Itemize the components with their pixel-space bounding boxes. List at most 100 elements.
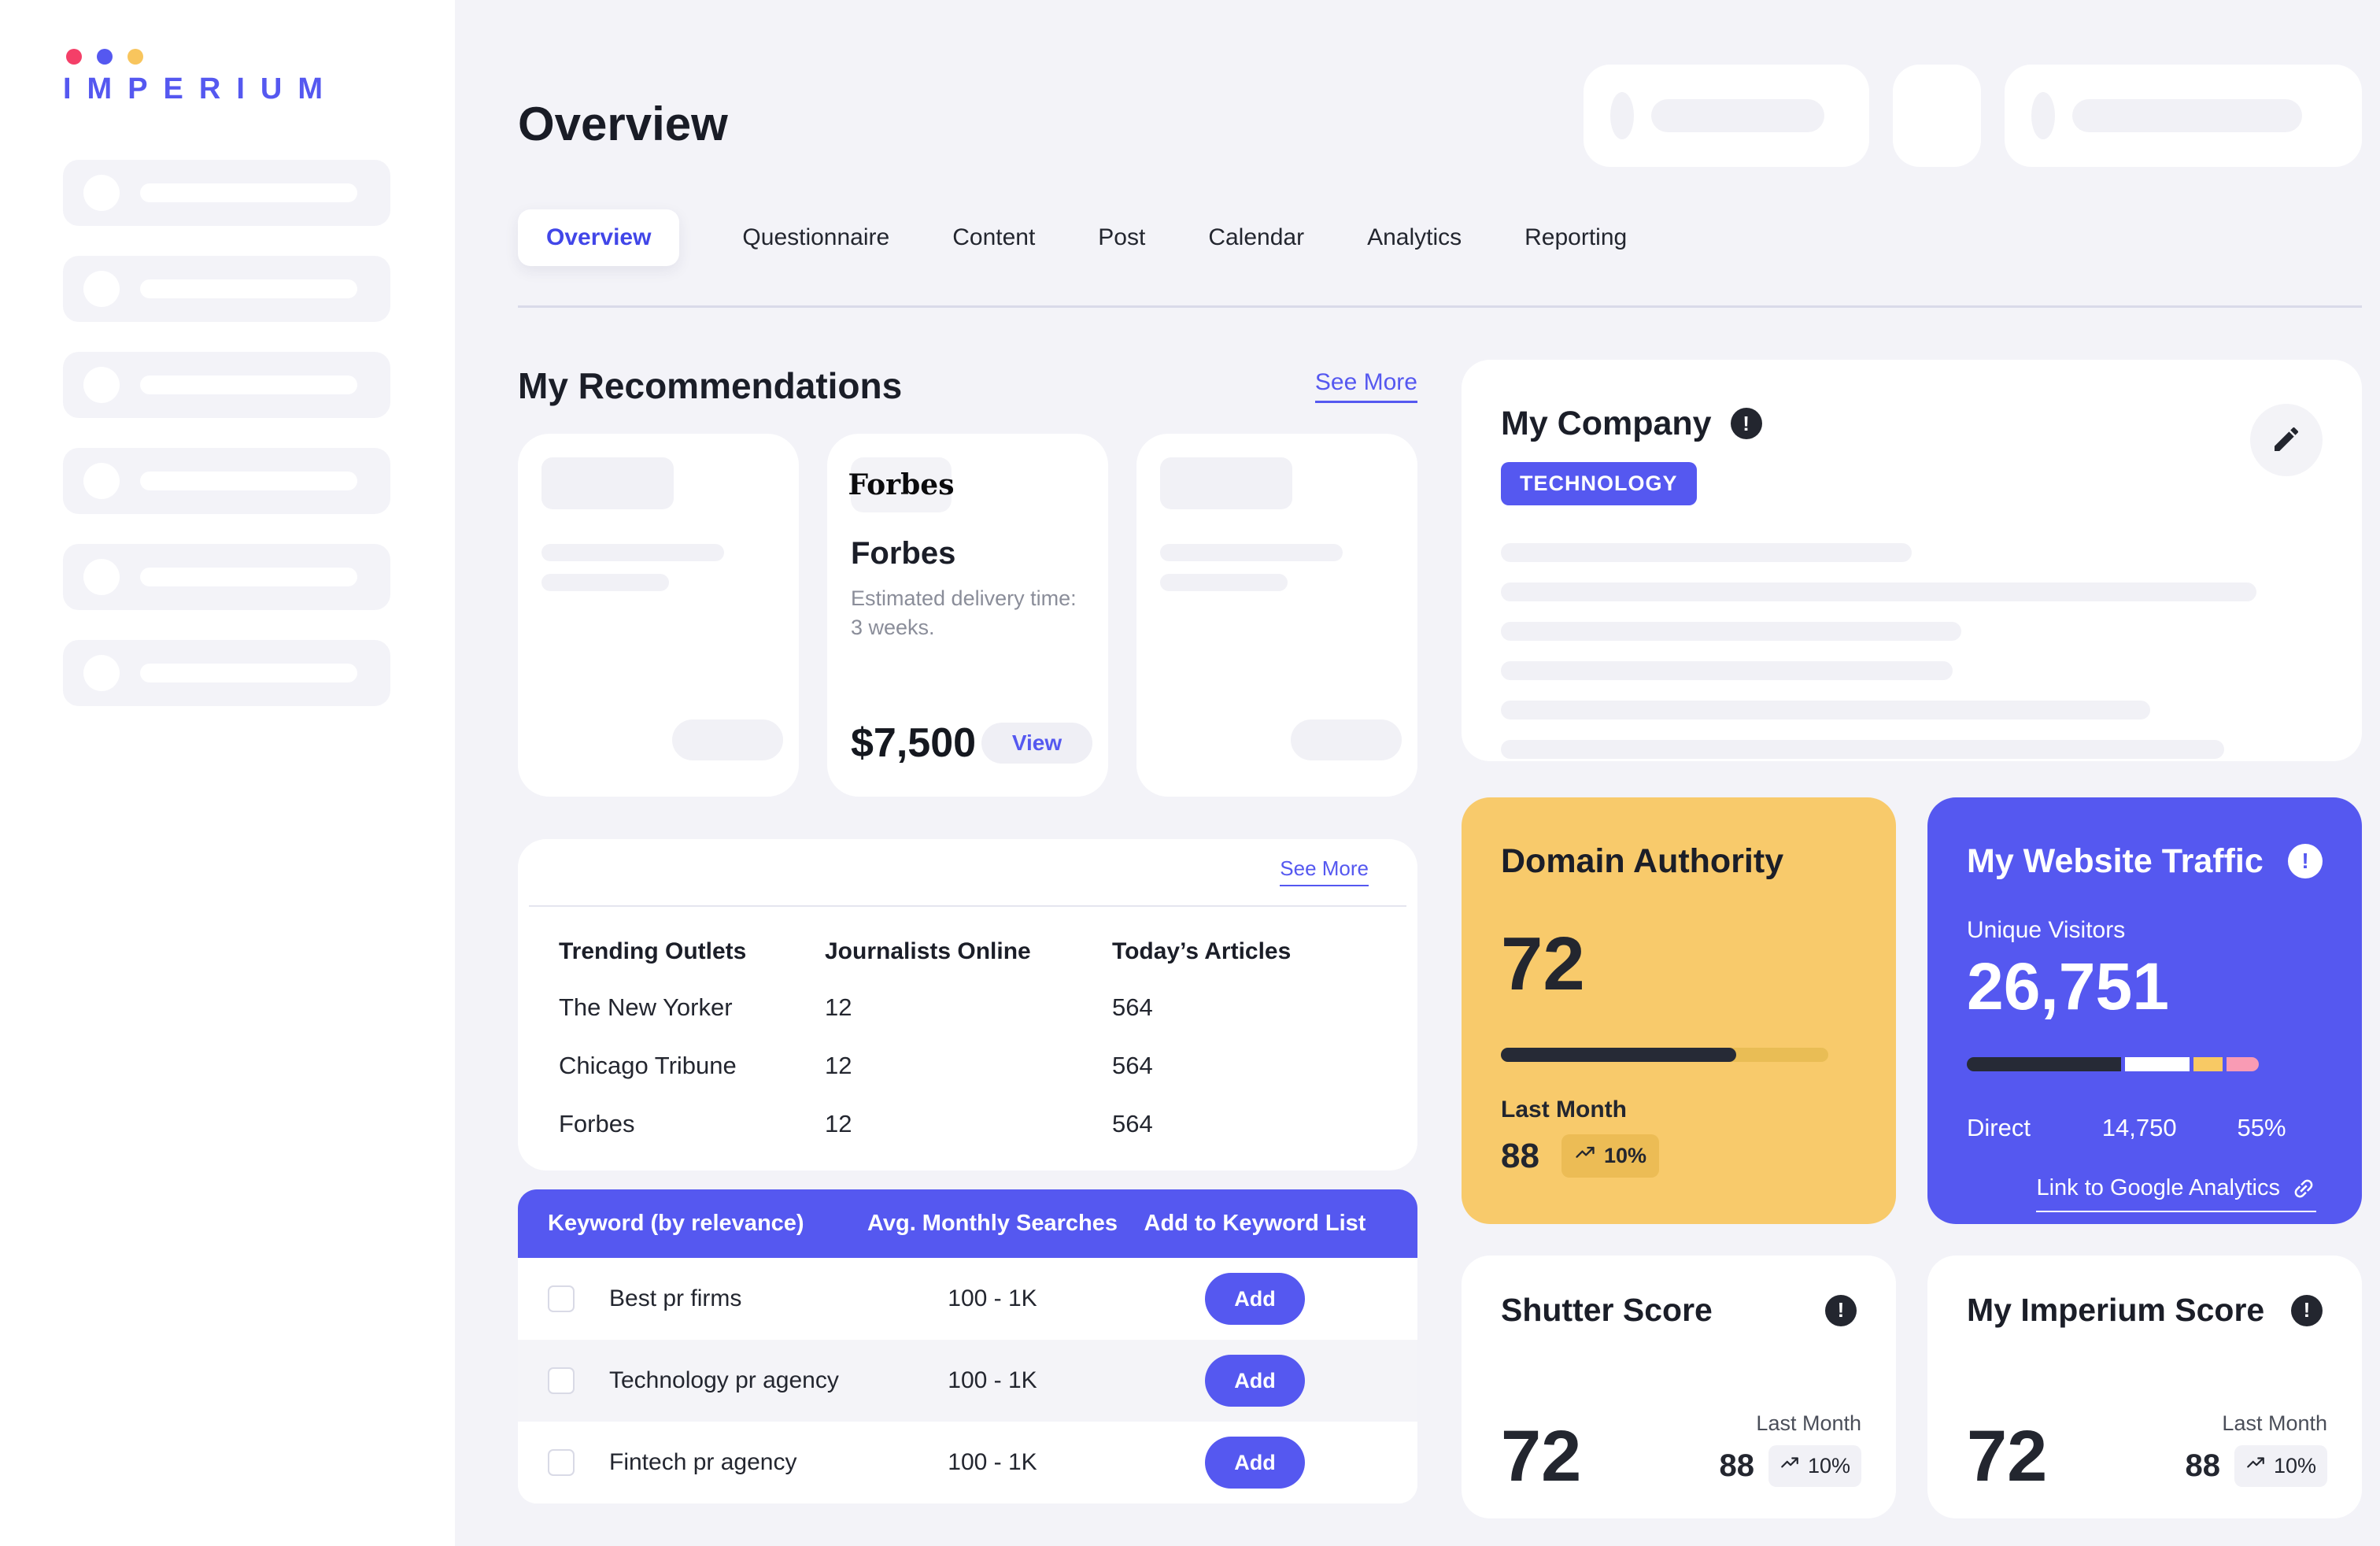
outlet-name-cell: The New Yorker bbox=[559, 993, 733, 1021]
my-company-card: My Company ! TECHNOLOGY bbox=[1462, 360, 2362, 761]
change-badge: 10% bbox=[2234, 1445, 2327, 1487]
topbar-widget-placeholder[interactable] bbox=[1584, 65, 1869, 167]
google-analytics-link[interactable]: Link to Google Analytics bbox=[2036, 1175, 2316, 1212]
keyword-label: Technology pr agency bbox=[609, 1367, 839, 1393]
widget-label-placeholder bbox=[2072, 99, 2302, 132]
imperium-score-value: 72 bbox=[1967, 1415, 2048, 1496]
table-row: The New Yorker 12 564 bbox=[559, 993, 1417, 1022]
last-month-value: 88 bbox=[1719, 1448, 1754, 1483]
view-button[interactable]: View bbox=[981, 723, 1092, 764]
brand-logo-dots bbox=[66, 49, 455, 65]
info-icon[interactable]: ! bbox=[2288, 844, 2323, 878]
logo-dot-blue bbox=[97, 49, 113, 65]
topbar-widgets bbox=[1584, 65, 2362, 167]
trending-up-icon bbox=[1574, 1142, 1596, 1170]
sidebar-item-label-placeholder bbox=[140, 375, 357, 394]
traffic-source-share: 55% bbox=[2237, 1114, 2286, 1141]
articles-cell: 564 bbox=[1112, 1052, 1153, 1079]
widget-icon-placeholder bbox=[2031, 92, 2055, 139]
sidebar-item-placeholder[interactable] bbox=[63, 544, 390, 610]
unique-visitors-value: 26,751 bbox=[1967, 949, 2169, 1023]
edit-company-button[interactable] bbox=[2250, 404, 2323, 476]
add-keyword-button[interactable]: Add bbox=[1205, 1437, 1305, 1489]
company-card-title: My Company bbox=[1501, 405, 1712, 442]
imperium-score-card: My Imperium Score ! 72 Last Month 88 bbox=[1927, 1256, 2362, 1518]
info-icon[interactable]: ! bbox=[1730, 408, 1762, 439]
text-line-placeholder bbox=[1501, 622, 1961, 641]
sidebar-item-placeholder[interactable] bbox=[63, 352, 390, 418]
tab-questionnaire[interactable]: Questionnaire bbox=[742, 209, 889, 266]
domain-authority-progress-fill bbox=[1501, 1048, 1737, 1062]
tab-calendar[interactable]: Calendar bbox=[1208, 209, 1304, 266]
change-value: 10% bbox=[1603, 1144, 1646, 1167]
recommendation-card-placeholder[interactable] bbox=[1136, 434, 1417, 797]
industry-badge: TECHNOLOGY bbox=[1501, 462, 1697, 505]
keyword-checkbox[interactable] bbox=[548, 1285, 575, 1312]
trending-up-icon bbox=[1779, 1453, 1800, 1479]
last-month-label: Last Month bbox=[1756, 1411, 1861, 1435]
column-header-journalists-online: Journalists Online bbox=[825, 938, 1031, 964]
keyword-checkbox[interactable] bbox=[548, 1449, 575, 1476]
imperium-score-title: My Imperium Score bbox=[1967, 1292, 2265, 1328]
shutter-score-card: Shutter Score ! 72 Last Month 88 bbox=[1462, 1256, 1896, 1518]
info-icon[interactable]: ! bbox=[1825, 1294, 1857, 1326]
tab-overview[interactable]: Overview bbox=[518, 209, 680, 266]
info-icon[interactable]: ! bbox=[2291, 1294, 2323, 1326]
right-column: My Company ! TECHNOLOGY bbox=[1462, 308, 2362, 1518]
trending-see-more-link[interactable]: See More bbox=[1280, 856, 1369, 886]
widget-icon-placeholder bbox=[1610, 92, 1634, 139]
outlet-logo-placeholder bbox=[1160, 457, 1292, 509]
left-column: My Recommendations See More Forbes bbox=[518, 308, 1417, 1518]
journalists-cell: 12 bbox=[825, 1110, 852, 1137]
tab-reporting[interactable]: Reporting bbox=[1524, 209, 1627, 266]
outlet-name: Forbes bbox=[851, 536, 956, 571]
last-month-value: 88 bbox=[1501, 1136, 1539, 1175]
company-description-placeholder bbox=[1501, 543, 2323, 759]
logo-dot-yellow bbox=[128, 49, 143, 65]
sidebar-item-label-placeholder bbox=[140, 472, 357, 490]
column-header-searches: Avg. Monthly Searches bbox=[867, 1211, 1118, 1236]
last-month-value: 88 bbox=[2185, 1448, 2220, 1483]
website-traffic-card: My Website Traffic ! Unique Visitors 26,… bbox=[1927, 797, 2362, 1224]
topbar-widget-placeholder[interactable] bbox=[2005, 65, 2362, 167]
tab-content[interactable]: Content bbox=[952, 209, 1035, 266]
shutter-score-title: Shutter Score bbox=[1501, 1292, 1713, 1328]
traffic-segment bbox=[2193, 1057, 2223, 1071]
column-header-keyword: Keyword (by relevance) bbox=[548, 1211, 804, 1236]
view-button-placeholder bbox=[672, 719, 783, 760]
forbes-logo-text: Forbes bbox=[848, 468, 955, 501]
sidebar-item-label-placeholder bbox=[140, 183, 357, 202]
brand-logo: IMPERIUM bbox=[63, 49, 455, 106]
last-month-label: Last Month bbox=[1501, 1097, 1627, 1123]
keyword-label: Fintech pr agency bbox=[609, 1449, 797, 1475]
main-content: Overview Overview Questionnaire Content … bbox=[455, 0, 2380, 1546]
sidebar-item-placeholder[interactable] bbox=[63, 160, 390, 226]
sidebar-item-icon-placeholder bbox=[83, 271, 120, 307]
keyword-row: Fintech pr agency 100 - 1K Add bbox=[518, 1422, 1417, 1503]
sidebar-item-icon-placeholder bbox=[83, 463, 120, 499]
tabs-divider bbox=[518, 305, 2362, 308]
journalists-cell: 12 bbox=[825, 1052, 852, 1079]
keyword-table-header: Keyword (by relevance) Avg. Monthly Sear… bbox=[518, 1189, 1417, 1258]
widget-label-placeholder bbox=[1651, 99, 1824, 132]
add-keyword-button[interactable]: Add bbox=[1205, 1273, 1305, 1325]
recommendation-card-placeholder[interactable] bbox=[518, 434, 799, 797]
recommendations-see-more-link[interactable]: See More bbox=[1314, 369, 1417, 403]
traffic-segment bbox=[2226, 1057, 2259, 1071]
sidebar-item-icon-placeholder bbox=[83, 559, 120, 595]
text-line-placeholder bbox=[1501, 701, 2150, 719]
trending-up-icon bbox=[2245, 1453, 2266, 1479]
sidebar-item-placeholder[interactable] bbox=[63, 256, 390, 322]
keyword-checkbox[interactable] bbox=[548, 1367, 575, 1394]
keyword-label: Best pr firms bbox=[609, 1285, 742, 1311]
sidebar-item-placeholder[interactable] bbox=[63, 448, 390, 514]
tab-post[interactable]: Post bbox=[1098, 209, 1145, 266]
sidebar-item-icon-placeholder bbox=[83, 175, 120, 211]
trending-divider bbox=[529, 905, 1406, 907]
add-keyword-button[interactable]: Add bbox=[1205, 1355, 1305, 1407]
traffic-source-value: 14,750 bbox=[2101, 1114, 2177, 1141]
tab-analytics[interactable]: Analytics bbox=[1367, 209, 1462, 266]
pencil-icon bbox=[2271, 423, 2302, 457]
topbar-button-placeholder[interactable] bbox=[1893, 65, 1981, 167]
sidebar-item-placeholder[interactable] bbox=[63, 640, 390, 706]
